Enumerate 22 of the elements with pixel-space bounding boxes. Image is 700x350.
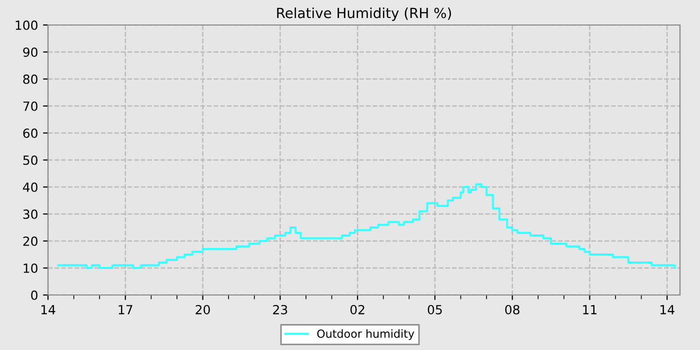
- x-tick-label: 20: [196, 304, 210, 314]
- y-tick-label: 50: [23, 155, 38, 165]
- y-tick-label: 0: [31, 290, 38, 300]
- y-tick-label: 100: [16, 20, 38, 30]
- x-tick-label: 14: [660, 305, 674, 314]
- y-tick-label: 60: [23, 128, 38, 138]
- y-tick-label: 20: [23, 236, 38, 246]
- x-tick-label: 17: [118, 305, 132, 314]
- x-tick-label: 23: [273, 304, 288, 314]
- y-tick-label: 90: [23, 47, 38, 57]
- legend-label: Outdoor humidity: [317, 329, 414, 340]
- y-tick-label: 80: [23, 74, 38, 84]
- y-tick-label: 40: [22, 182, 38, 192]
- chart-title: Relative Humidity (RH %): [277, 8, 451, 21]
- x-tick-label: 05: [428, 304, 442, 314]
- x-tick-label: 14: [41, 305, 56, 314]
- y-tick-label: 70: [23, 101, 38, 111]
- x-tick-label: 08: [505, 304, 520, 314]
- y-tick-label: 30: [23, 209, 38, 219]
- y-tick-label: 10: [24, 263, 38, 273]
- x-tick-label: 11: [583, 305, 597, 314]
- x-tick-label: 02: [350, 304, 364, 314]
